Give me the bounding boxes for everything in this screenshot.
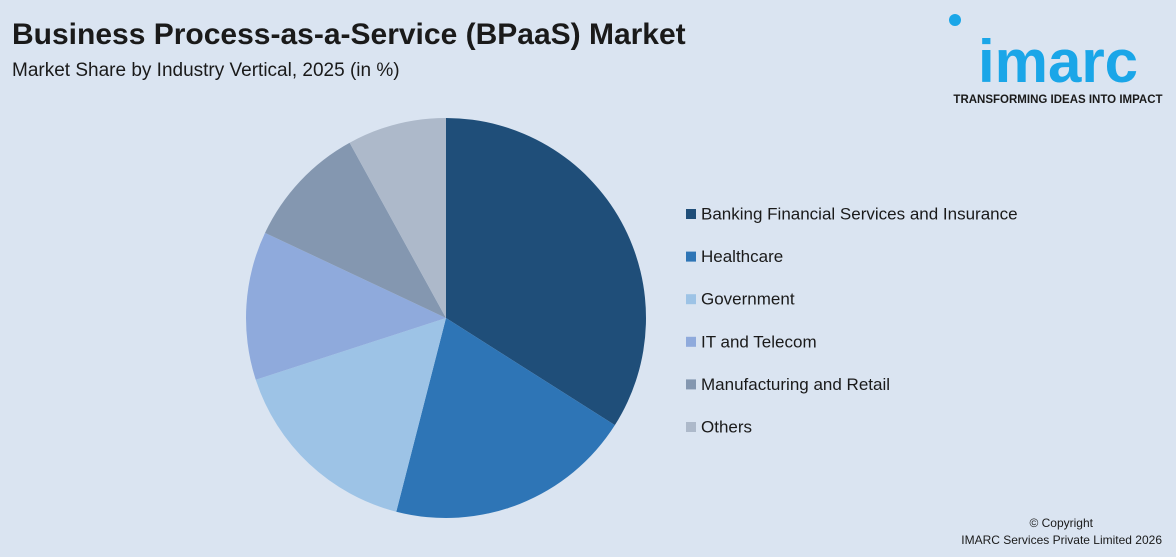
copyright: © Copyright (1029, 516, 1093, 530)
legend-swatch (686, 294, 696, 305)
chart-title: Business Process-as-a-Service (BPaaS) Ma… (12, 18, 686, 51)
legend-label: Government (701, 290, 795, 309)
legend-swatch (686, 422, 696, 432)
legend-label: IT and Telecom (701, 332, 817, 351)
legend-label: Healthcare (701, 247, 783, 266)
chart-subtitle: Market Share by Industry Vertical, 2025 … (12, 60, 400, 81)
legend-swatch (686, 379, 696, 390)
legend-label: Manufacturing and Retail (701, 375, 890, 394)
logo: imarc (978, 28, 1138, 95)
pie-slice (446, 118, 646, 426)
legend-label: Others (701, 417, 752, 436)
legend-swatch (686, 336, 696, 347)
pie-slice (396, 318, 615, 518)
logo-tagline: TRANSFORMING IDEAS INTO IMPACT (953, 94, 1162, 106)
pie-slice (255, 318, 446, 512)
pie-slice (265, 142, 446, 318)
legend-label: Banking Financial Services and Insurance (701, 204, 1018, 223)
copyright-owner: IMARC Services Private Limited 2026 (961, 533, 1162, 547)
legend-swatch (686, 209, 696, 219)
legend-swatch (686, 251, 696, 262)
pie-slice (246, 232, 446, 380)
logo-dot (949, 14, 961, 26)
pie-slice (349, 118, 446, 318)
